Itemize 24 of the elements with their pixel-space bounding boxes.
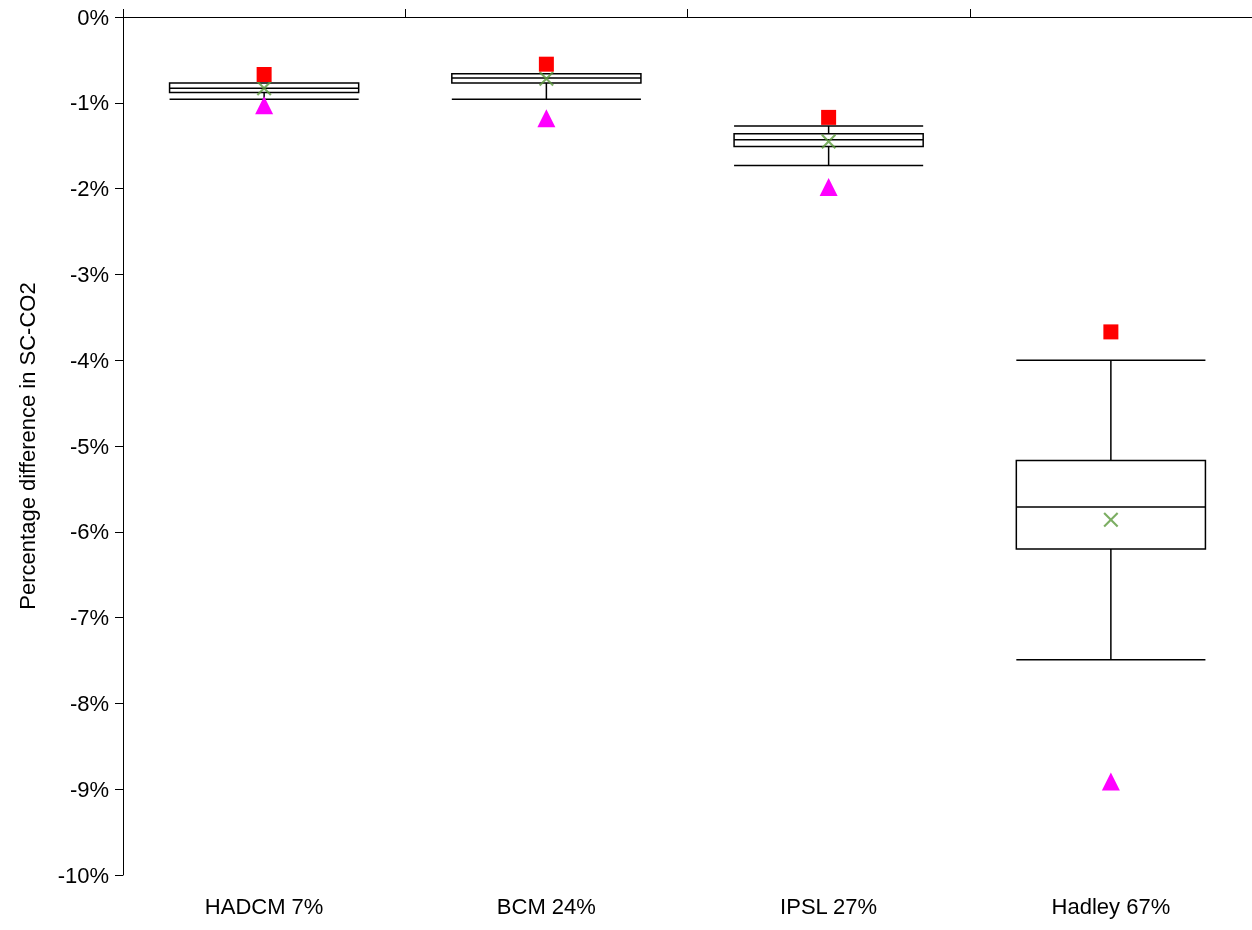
point [819, 177, 838, 196]
y-tick-label: -5% [69, 433, 109, 459]
y-tick-label: -9% [69, 776, 109, 802]
point [256, 66, 272, 82]
y-tick-label: -3% [69, 261, 109, 287]
y-axis-title: Percentage difference in SC-CO2 [14, 282, 40, 610]
y-tick-label: 0% [77, 4, 109, 30]
y-tick-label: -8% [69, 690, 109, 716]
x-tick-label: IPSL 27% [780, 893, 878, 919]
point [537, 109, 556, 128]
point [1101, 772, 1120, 791]
y-tick-label: -4% [69, 347, 109, 373]
point [538, 56, 554, 72]
y-tick-label: -10% [57, 862, 109, 888]
y-tick-label: -1% [69, 90, 109, 116]
y-tick-label: -2% [69, 176, 109, 202]
x-tick-label: BCM 24% [496, 893, 596, 919]
point [255, 96, 274, 115]
y-tick-label: -7% [69, 605, 109, 631]
point [821, 109, 837, 125]
x-tick-label: HADCM 7% [204, 893, 324, 919]
point [1103, 324, 1119, 340]
y-tick-label: -6% [69, 519, 109, 545]
x-tick-label: Hadley 67% [1051, 893, 1171, 919]
